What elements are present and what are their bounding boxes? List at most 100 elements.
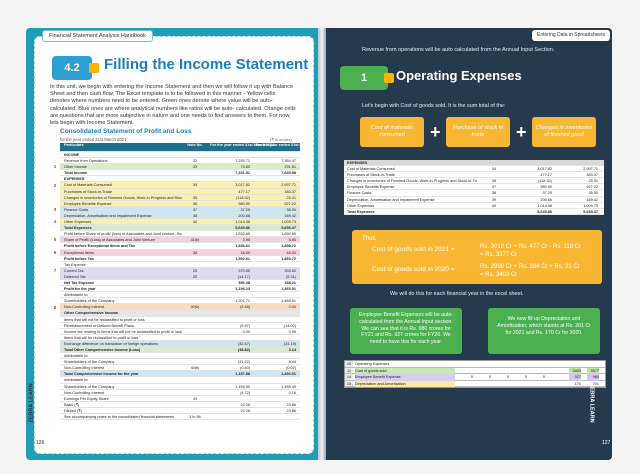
row-number-tag: 8 — [53, 304, 57, 310]
table-cell: 7,331.51 — [235, 171, 250, 176]
table-row: Cost of Materials Consumed 34 3,017.82 2,99… — [344, 166, 604, 173]
table-cell: 5,649.86 — [235, 226, 250, 231]
table-row: Items that will be reclassified to profi… — [60, 335, 300, 341]
table-cell: 3.14 — [288, 348, 296, 352]
table-cell: 0.30 — [242, 329, 250, 334]
sheet-row-number: 14 — [345, 374, 353, 380]
cogs-calculation-box: Thus, Cost of goods sold in 2021 = Rs. 3… — [352, 230, 602, 284]
right-header-tab: Entering Data in Spreadsheets — [532, 30, 611, 41]
table-cell: 40 — [192, 220, 198, 225]
sheet-cell[interactable]: 0 — [506, 375, 509, 379]
table-cell: 477.17 — [540, 173, 552, 178]
table-cell: 16.00 — [240, 250, 250, 255]
table-cell: 291.51 — [284, 165, 296, 170]
table-cell: 7,645.98 — [281, 171, 296, 176]
table-row: Attributable to: — [60, 292, 300, 299]
table-cell: 25 — [192, 274, 198, 279]
table-cell: 3.96 — [242, 238, 250, 243]
table-row: Depreciation, Amortisation and Impairmen… — [344, 197, 604, 203]
sheet-row-label[interactable]: Depreciation and Amortisation — [355, 380, 455, 387]
table-cell: (14.02) — [283, 323, 296, 328]
table-row: EXPENSES — [60, 176, 300, 183]
sheet-cell[interactable]: 0 — [470, 375, 473, 379]
table-row: Other Comprehensive Income — [60, 310, 300, 317]
sheet-row-number: 11 — [345, 367, 353, 373]
table-row: Current Tax 25 370.55 393.52 — [60, 267, 300, 274]
sheet-cell[interactable]: 980 — [587, 374, 599, 381]
left-brand: ZEBRA LEARN — [28, 383, 35, 423]
table-cell: Exchange difference on translation of fo… — [64, 341, 159, 346]
left-brand-strip: ZEBRA LEARN — [29, 370, 48, 440]
table-cell: 1,494.01 — [281, 372, 296, 377]
table-cell: 200.66 — [238, 213, 250, 218]
table-cell: 2,997.71 — [583, 167, 598, 172]
table-cell: 35.00 — [286, 207, 296, 212]
sheet-cell[interactable]: 0 — [542, 375, 545, 379]
row-number-tag: 2 — [53, 182, 57, 188]
table-row: Cost of Materials Consumed 34 3,017.82 2,99… — [60, 182, 300, 189]
table-cell: 5,655.47 — [583, 209, 598, 214]
row-number-tag: 3 — [53, 206, 57, 212]
sheet-row-label[interactable]: Employee Benefit Expense — [355, 374, 455, 381]
left-page — [34, 36, 314, 454]
employee-benefit-card: Employee Benefit Expenses will be auto-c… — [350, 308, 462, 354]
expenses-header-label: EXPENSES — [347, 161, 368, 165]
table-cell: Deferred Tax — [64, 274, 86, 279]
sheet-cell[interactable]: 0 — [524, 375, 527, 379]
sheet-row-label[interactable]: Operating Expenses : — [355, 362, 392, 366]
sheet-cell[interactable]: 170 — [574, 381, 581, 386]
table-cell: 40 — [491, 203, 497, 208]
right-brand: ZEBRA LEARN — [588, 383, 595, 423]
profit-loss-table-header: Particulars Note No. For the year ended … — [60, 143, 300, 152]
table-cell: Profit before Share of profit/ (loss) of… — [64, 232, 182, 237]
sheet-cell[interactable]: 0 — [488, 375, 491, 379]
calc-2021-sum-line: Rs. 3018 Cr + Rs. 477 Cr - Rs. 118 Cr — [480, 244, 582, 250]
table-cell: 38 — [491, 191, 497, 196]
table-cell: (14.17) — [237, 274, 250, 279]
expenses-table-header: EXPENSES — [344, 160, 604, 167]
table-cell: Non-Controlling Interest — [64, 305, 105, 310]
table-cell: 200.66 — [540, 197, 552, 202]
table-cell: Profit before Exceptional items and Tax — [64, 244, 136, 249]
sheet-cell[interactable]: 927 — [569, 374, 581, 381]
left-page-number: 126 — [36, 440, 45, 446]
table-row: Changes in inventories of Finished Goods… — [60, 194, 300, 201]
row-number-tag: 1 — [53, 164, 57, 170]
table-row: Other Income 33 75.80 291.51 — [60, 164, 300, 171]
table-cell: Shareholders of the Company — [64, 299, 115, 304]
table-cell: 1,898.72 — [281, 244, 296, 249]
table-cell: Total Expenses — [347, 209, 375, 214]
table-cell: 49 — [192, 396, 198, 401]
table-cell: (5.31) — [286, 274, 296, 279]
sheet-cell[interactable]: 3403 — [569, 367, 581, 374]
table-cell: 25 — [192, 268, 198, 273]
sheet-cell[interactable]: 3377 — [587, 367, 599, 374]
statement-title: Consolidated Statement of Profit and Los… — [60, 128, 192, 135]
table-cell: 1,014.38 — [537, 203, 552, 208]
table-row: Finance Costs 37 37.25 35.00 — [60, 206, 300, 213]
table-cell: 1,009.73 — [281, 220, 296, 225]
cogs-note: Let's begin with Cost of goods sold. It … — [362, 103, 506, 109]
table-row: Shareholders of the Company 1,201.71 1,465… — [60, 298, 300, 305]
sheet-row-label[interactable]: Cost of goods sold — [355, 367, 455, 374]
calc-2020-sum-line: Rs. 2998 Cr + Rs. 384 Cr + Rs. 21 Cr — [480, 264, 580, 270]
table-cell: Employee Benefits Expense — [347, 185, 395, 190]
table-cell: Diluted (₹) — [64, 408, 82, 413]
table-cell: Non-Controlling Interest — [64, 366, 105, 371]
table-cell: Income tax relating to items that will n… — [64, 329, 182, 334]
table-row: Exceptional Items 38 16.00 45.00 — [60, 249, 300, 256]
formula-inventory-change: Changes in inventories of finished good — [532, 117, 596, 147]
table-cell: 25.31 — [588, 179, 598, 184]
header-particulars: Particulars — [64, 143, 84, 147]
table-cell: (0.02) — [286, 366, 296, 371]
sheet-row-number: 10 — [345, 361, 353, 367]
sheet-cell[interactable]: 201 — [592, 381, 599, 386]
table-cell: 41(b) — [190, 238, 200, 243]
table-cell: 38 — [192, 213, 198, 218]
table-cell: Total Expenses — [64, 226, 92, 231]
table-cell: 40(b) — [190, 366, 200, 371]
table-cell: Net Tax Expense — [64, 280, 95, 285]
table-cell: See accompanying notes to the consolidat… — [64, 415, 175, 420]
table-cell: Current Tax — [64, 268, 84, 273]
